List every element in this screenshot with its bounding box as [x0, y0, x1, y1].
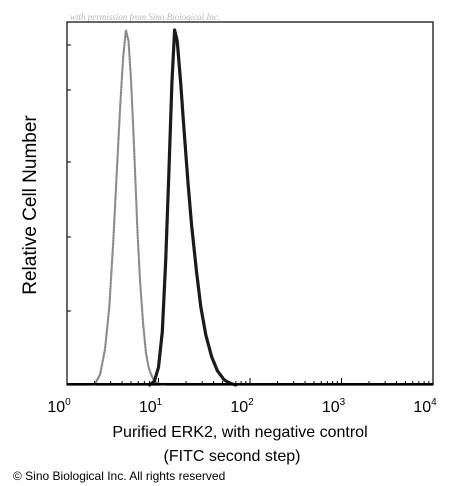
copyright-text: © Sino Biological Inc. All rights reserv…: [13, 469, 225, 483]
x-tick-label: 100: [47, 397, 71, 416]
histogram-curve-control: [93, 28, 166, 387]
x-axis-label-line2: (FITC second step): [164, 448, 301, 465]
x-tick-label: 102: [230, 397, 254, 416]
y-axis-ticks: [67, 44, 71, 312]
x-axis-tick-labels: 100 101 102 103 104: [47, 397, 437, 416]
watermark-text: with permission from Sino Biological Inc…: [70, 12, 220, 22]
plot-area: [66, 21, 434, 387]
x-tick-label: 101: [139, 397, 163, 416]
x-axis-label-line1: Purified ERK2, with negative control: [112, 424, 367, 441]
x-tick-label: 104: [413, 397, 437, 416]
series-layer: [67, 28, 433, 387]
histogram-curve-sample: [148, 28, 238, 387]
y-axis-label: Relative Cell Number: [20, 115, 41, 295]
x-tick-label: 103: [322, 397, 346, 416]
